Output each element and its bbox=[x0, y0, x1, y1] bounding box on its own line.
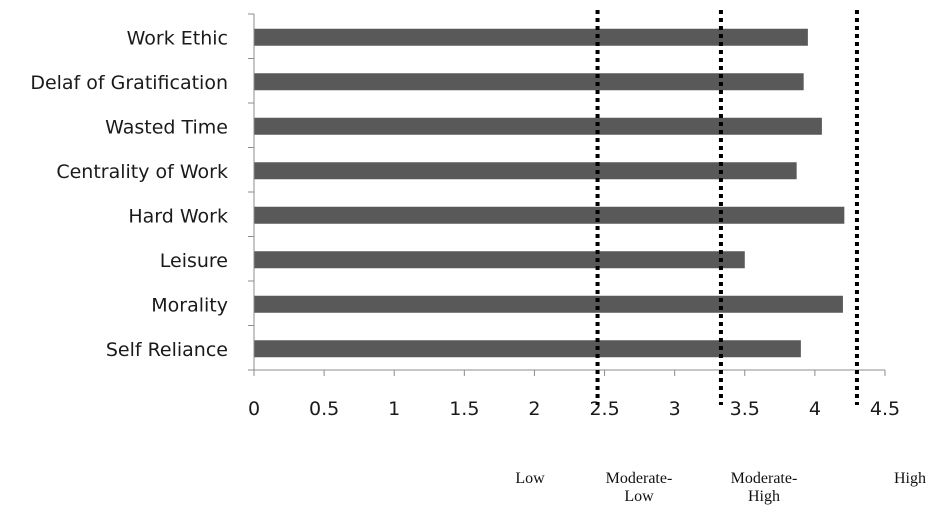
bar-series bbox=[254, 28, 845, 358]
x-tick-label: 4.5 bbox=[870, 398, 900, 420]
x-tick-label: 0 bbox=[248, 398, 260, 420]
x-tick-label: 0.5 bbox=[309, 398, 339, 420]
bar-work-ethic bbox=[254, 28, 808, 46]
category-label: Centrality of Work bbox=[56, 161, 228, 183]
band-label: High bbox=[894, 470, 926, 487]
category-label: Delaf of Gratification bbox=[30, 72, 228, 94]
x-tick-label: 3 bbox=[669, 398, 681, 420]
threshold-lines bbox=[595, 10, 859, 405]
category-label: Morality bbox=[151, 294, 228, 316]
x-tick-label: 2.5 bbox=[589, 398, 619, 420]
category-label: Work Ethic bbox=[127, 27, 228, 49]
bar-wasted-time bbox=[254, 117, 822, 135]
bar-self-reliance bbox=[254, 340, 801, 358]
bar-delaf-of-gratification bbox=[254, 73, 804, 91]
category-labels: Work Ethic Delaf of Gratification Wasted T… bbox=[30, 27, 228, 361]
x-tick-labels: 0 0.5 1 1.5 2 2.5 3 3.5 4 4.5 bbox=[248, 398, 900, 420]
category-label: Leisure bbox=[160, 250, 228, 272]
category-label: Wasted Time bbox=[105, 116, 228, 138]
x-tick-label: 2 bbox=[528, 398, 540, 420]
bar-centrality-of-work bbox=[254, 162, 797, 180]
category-label: Self Reliance bbox=[106, 339, 228, 361]
category-label: Hard Work bbox=[128, 205, 228, 227]
band-labels: Low Moderate-Low Moderate-High High bbox=[515, 470, 926, 505]
bar-leisure bbox=[254, 251, 745, 269]
band-label: Low bbox=[515, 470, 545, 487]
x-tick-label: 3.5 bbox=[730, 398, 760, 420]
x-tick-label: 1.5 bbox=[449, 398, 479, 420]
axes bbox=[248, 13, 886, 376]
band-label: Moderate-High bbox=[731, 470, 798, 505]
band-label: Moderate-Low bbox=[606, 470, 673, 505]
x-tick-label: 4 bbox=[809, 398, 821, 420]
bar-morality bbox=[254, 295, 843, 313]
bar-hard-work bbox=[254, 206, 845, 224]
x-tick-label: 1 bbox=[388, 398, 400, 420]
